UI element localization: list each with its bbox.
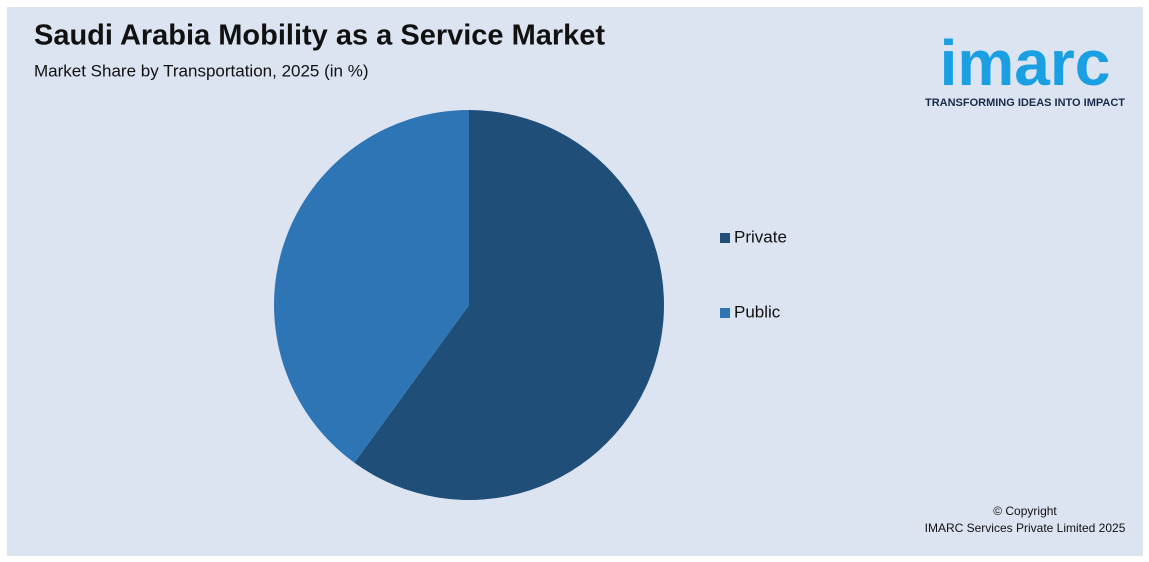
logo-tagline: TRANSFORMING IDEAS INTO IMPACT <box>925 97 1125 109</box>
legend-swatch <box>720 308 730 318</box>
chart-title: Saudi Arabia Mobility as a Service Marke… <box>34 20 605 52</box>
copyright: © Copyright <box>993 504 1057 518</box>
legend-label: Public <box>734 302 781 321</box>
pie-slice <box>274 110 469 463</box>
company: IMARC Services Private Limited 2025 <box>925 521 1126 535</box>
logo: imarc <box>940 27 1111 99</box>
legend-label: Private <box>734 227 787 246</box>
legend-swatch <box>720 233 730 243</box>
pie-slice <box>354 110 664 500</box>
chart-subtitle: Market Share by Transportation, 2025 (in… <box>34 61 369 80</box>
